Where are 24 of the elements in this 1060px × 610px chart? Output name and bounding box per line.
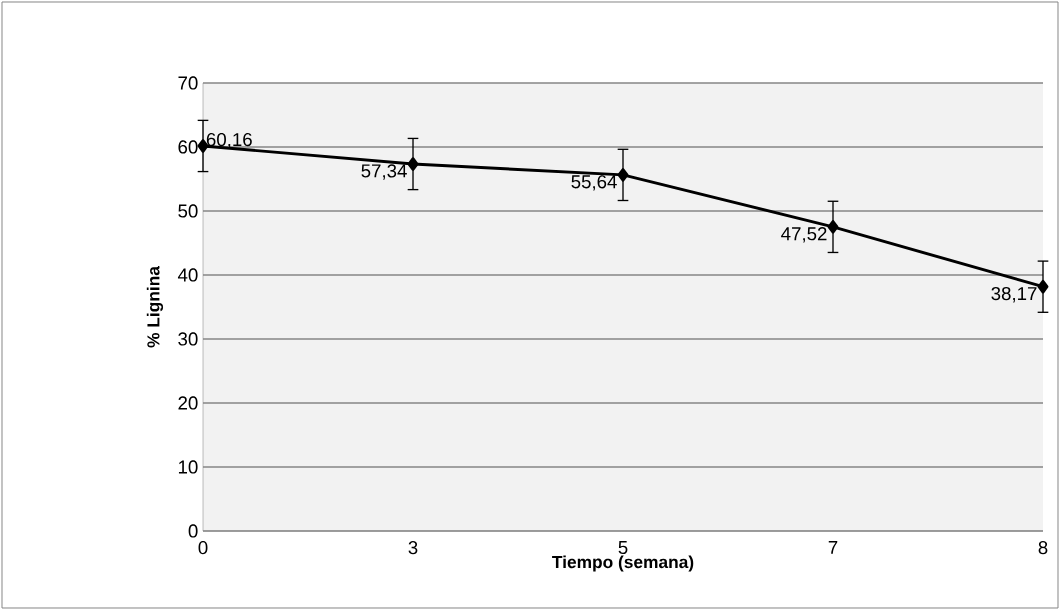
- data-label: 60,16: [206, 132, 252, 149]
- point: [617, 168, 629, 182]
- point: [407, 157, 419, 171]
- y-tick-label: 50: [178, 204, 198, 218]
- y-tick-label: 0: [188, 524, 198, 538]
- x-tick-label: 3: [408, 541, 418, 555]
- x-tick-label: 7: [828, 541, 838, 554]
- y-tick-label: 60: [178, 140, 198, 154]
- data-label: 38,17: [991, 286, 1037, 303]
- point: [1037, 279, 1049, 294]
- y-tick-label: 70: [178, 76, 198, 90]
- x-axis-title: Tiempo (semana): [552, 555, 694, 572]
- point: [827, 220, 839, 234]
- x-tick-label: 8: [1038, 541, 1048, 555]
- y-tick-label: 40: [177, 268, 198, 282]
- x-tick-label: 0: [198, 541, 208, 555]
- data-label: 57,34: [361, 164, 407, 180]
- y-tick-label: 30: [178, 332, 198, 346]
- y-axis-title: % Lignina: [146, 265, 164, 348]
- data-label: 55,64: [571, 175, 617, 191]
- x-tick-label: 5: [618, 541, 628, 555]
- data-label: 47,52: [781, 227, 827, 243]
- y-tick-label: 20: [178, 396, 198, 410]
- y-tick-label: 10: [178, 460, 198, 474]
